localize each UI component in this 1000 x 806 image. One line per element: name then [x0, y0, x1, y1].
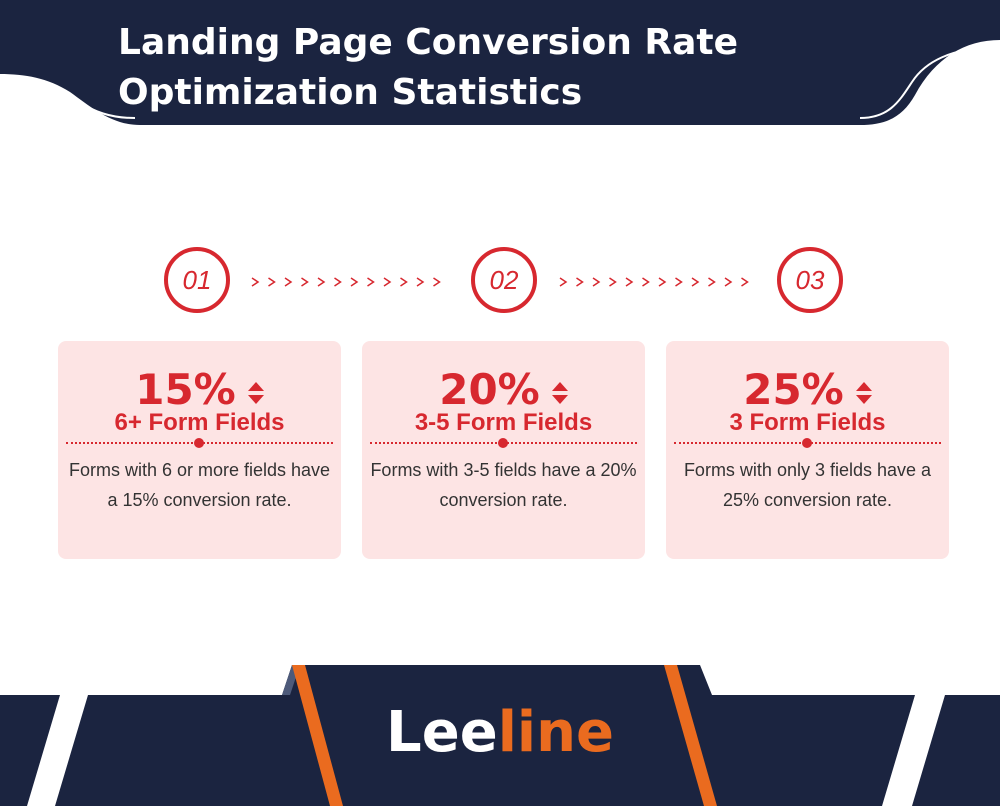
stat-card: 15% 6+ Form Fields Forms with 6 or more fi… [58, 341, 341, 559]
title-line: Optimization Statistics [118, 72, 583, 113]
footer-cut [882, 695, 945, 806]
card-description: Forms with 3-5 fields have a 20% convers… [370, 460, 637, 510]
chevron [691, 277, 700, 287]
chevron [251, 277, 260, 287]
stat-row: 20% [362, 365, 645, 414]
chevron [576, 277, 584, 287]
chevron [708, 277, 716, 287]
step-badge: 02 [471, 247, 537, 313]
stat-row: 15% [58, 365, 341, 414]
divider-dot [194, 438, 204, 448]
stat-card: 20% 3-5 Form Fields Forms with 3-5 fields … [362, 341, 645, 559]
orange-stripe [292, 665, 343, 806]
chevron [284, 277, 293, 287]
chevron [741, 277, 749, 287]
card-label: 6+ Form Fields [114, 409, 285, 436]
step-badge: 03 [777, 247, 843, 313]
footer-raise [282, 665, 712, 695]
chevron [433, 277, 441, 287]
orange-stripe [664, 665, 717, 806]
chevron [724, 277, 733, 287]
logo: Leeline [0, 700, 1000, 765]
logo-part: Lee [386, 700, 498, 765]
header-wave [0, 76, 136, 119]
header-wave [859, 45, 1000, 119]
header-band [0, 0, 1000, 125]
title-line: Landing Page Conversion Rate [118, 22, 739, 63]
chevron [350, 277, 359, 287]
chevron [367, 277, 375, 287]
chevron [268, 277, 276, 287]
updown-icon [551, 381, 568, 404]
chevron [592, 277, 601, 287]
updown-icon [247, 381, 264, 404]
card-description: Forms with 6 or more fields have a 15% c… [68, 460, 331, 510]
card-label: 3 Form Fields [729, 409, 886, 436]
chevron [658, 277, 667, 287]
chevron [301, 277, 309, 287]
chevron [334, 277, 342, 287]
chevron [559, 277, 568, 287]
chevron [383, 277, 392, 287]
card-label: 3-5 Form Fields [414, 409, 593, 436]
divider-dot [802, 438, 812, 448]
stat-value: 15% [135, 365, 236, 414]
footer-band [0, 695, 1000, 806]
chevron [400, 277, 408, 287]
card-description: Forms with only 3 fields have a 25% conv… [683, 460, 932, 510]
chevron [625, 277, 634, 287]
updown-icon [855, 381, 872, 404]
logo-part: line [497, 700, 614, 765]
stat-value: 25% [743, 365, 844, 414]
divider-dot [498, 438, 508, 448]
step-badge: 01 [164, 247, 230, 313]
chevron [642, 277, 650, 287]
stat-value: 20% [439, 365, 540, 414]
chevron [317, 277, 326, 287]
chevrons [251, 277, 749, 287]
footer-cut [27, 695, 88, 806]
chevron [416, 277, 425, 287]
stat-row: 25% [666, 365, 949, 414]
stat-card: 25% 3 Form Fields Forms with only 3 fields… [666, 341, 949, 559]
chevron [675, 277, 683, 287]
chevron [609, 277, 617, 287]
